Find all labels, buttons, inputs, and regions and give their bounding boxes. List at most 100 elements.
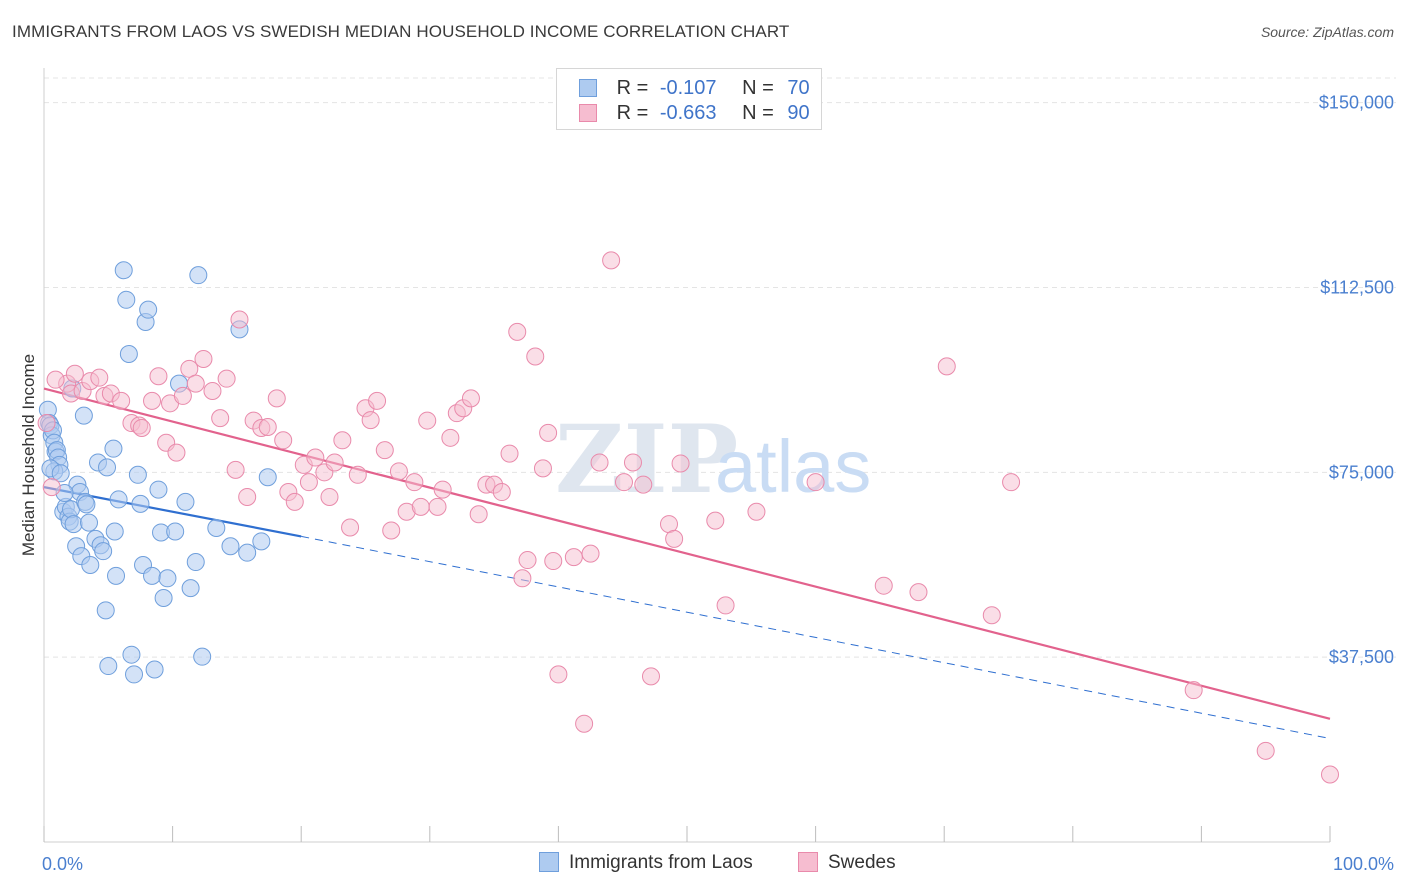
- point-swedes: [382, 521, 401, 540]
- source-credit: Source: ZipAtlas.com: [1260, 24, 1394, 40]
- point-swedes: [508, 322, 527, 341]
- point-laos: [186, 553, 205, 572]
- point-swedes: [361, 411, 380, 430]
- point-swedes: [299, 473, 318, 492]
- point-swedes: [623, 453, 642, 472]
- point-laos: [176, 492, 195, 511]
- point-swedes: [575, 714, 594, 733]
- legend-row-laos: R = -0.107 N = 70: [579, 77, 810, 101]
- point-swedes: [581, 544, 600, 563]
- trend-dashed-laos: [301, 535, 1331, 739]
- point-laos: [74, 406, 93, 425]
- point-swedes: [42, 478, 61, 497]
- point-laos: [117, 290, 136, 309]
- point-swedes: [513, 569, 532, 588]
- point-laos: [238, 543, 257, 562]
- point-laos: [128, 465, 147, 484]
- point-swedes: [500, 444, 519, 463]
- trend-solid-swedes: [43, 387, 1331, 720]
- point-swedes: [602, 251, 621, 270]
- point-swedes: [368, 391, 387, 410]
- point-swedes: [306, 448, 325, 467]
- legend-r-value: -0.663: [659, 102, 717, 124]
- point-swedes: [590, 453, 609, 472]
- y-tick-label-3: $150,000: [1319, 93, 1394, 113]
- point-laos: [51, 464, 70, 483]
- point-swedes: [267, 389, 286, 408]
- point-laos: [94, 542, 113, 561]
- point-swedes: [143, 391, 162, 410]
- point-swedes: [428, 497, 447, 516]
- point-swedes: [1184, 681, 1203, 700]
- point-swedes: [549, 665, 568, 684]
- point-swedes: [285, 492, 304, 511]
- point-swedes: [167, 443, 186, 462]
- point-swedes: [132, 418, 151, 437]
- point-swedes: [149, 367, 168, 386]
- bottom-legend: Immigrants from Laos Swedes: [0, 852, 1406, 878]
- point-swedes: [544, 552, 563, 571]
- point-laos: [207, 519, 226, 538]
- point-laos: [109, 490, 128, 509]
- point-swedes: [614, 473, 633, 492]
- watermark-atlas: atlas: [715, 425, 871, 508]
- point-swedes: [937, 357, 956, 376]
- point-swedes: [211, 409, 230, 428]
- point-laos: [131, 494, 150, 513]
- point-swedes: [194, 349, 213, 368]
- legend-row-swedes: R = -0.663 N = 90: [579, 102, 810, 126]
- point-laos: [122, 645, 141, 664]
- point-swedes: [186, 374, 205, 393]
- point-laos: [64, 515, 83, 534]
- point-swedes: [238, 487, 257, 506]
- point-laos: [154, 589, 173, 608]
- point-swedes: [641, 667, 660, 686]
- point-swedes: [274, 431, 293, 450]
- point-swedes: [418, 411, 437, 430]
- x-tick-label-max: 100.0%: [1333, 854, 1394, 874]
- point-swedes: [341, 518, 360, 537]
- point-swedes: [518, 551, 537, 570]
- point-laos: [104, 439, 123, 458]
- legend-r-value: -0.107: [659, 77, 717, 99]
- point-laos: [143, 566, 162, 585]
- points-swedes: [37, 251, 1339, 784]
- point-swedes: [203, 381, 222, 400]
- point-laos: [107, 566, 126, 585]
- point-laos: [96, 601, 115, 620]
- point-laos: [158, 569, 177, 588]
- point-laos: [81, 555, 100, 574]
- point-swedes: [461, 389, 480, 408]
- trend-line-swedes: [43, 387, 1331, 720]
- point-swedes: [665, 529, 684, 548]
- point-swedes: [173, 386, 192, 405]
- point-swedes: [325, 453, 344, 472]
- legend-n-label: N =: [742, 102, 774, 124]
- point-laos: [258, 468, 277, 487]
- axes: [43, 68, 1331, 843]
- legend-n-value: 90: [787, 102, 810, 124]
- point-laos: [105, 522, 124, 541]
- y-tick-labels: $37,500 $75,000 $112,500 $150,000: [1319, 93, 1394, 668]
- legend: R = -0.107 N = 70 R = -0.663 N = 90: [556, 68, 822, 130]
- point-laos: [193, 647, 212, 666]
- bottom-legend-label-laos: Immigrants from Laos: [569, 852, 753, 873]
- point-swedes: [90, 368, 109, 387]
- point-laos: [99, 657, 118, 676]
- point-swedes: [230, 310, 249, 329]
- point-laos: [119, 345, 138, 364]
- point-swedes: [375, 441, 394, 460]
- point-laos: [77, 495, 96, 514]
- point-swedes: [806, 473, 825, 492]
- point-laos: [189, 266, 208, 285]
- point-swedes: [217, 369, 236, 388]
- point-swedes: [526, 347, 545, 366]
- x-tick-label-min: 0.0%: [42, 854, 83, 874]
- point-laos: [252, 532, 271, 551]
- bottom-legend-laos: Immigrants from Laos: [539, 852, 753, 874]
- point-swedes: [389, 462, 408, 481]
- bottom-legend-swatch-swedes: [798, 852, 818, 872]
- point-swedes: [46, 370, 65, 389]
- point-swedes: [37, 414, 56, 433]
